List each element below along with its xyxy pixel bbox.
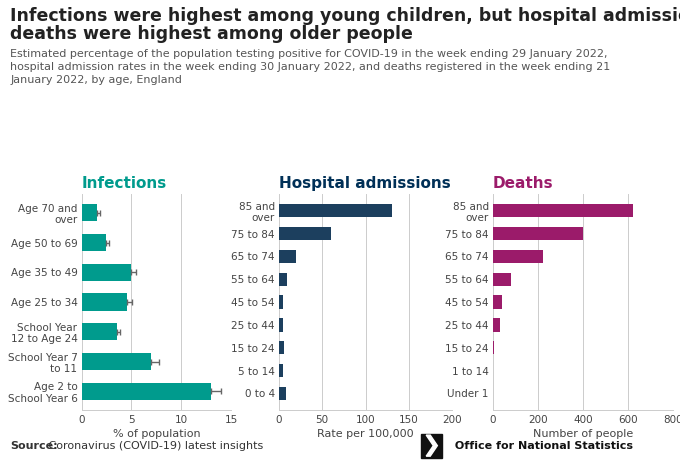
Text: deaths were highest among older people: deaths were highest among older people [10, 25, 413, 44]
Text: Infections: Infections [82, 175, 167, 190]
Bar [493, 295, 502, 309]
X-axis label: Number of people: Number of people [533, 429, 633, 439]
Bar [82, 264, 131, 281]
Text: Deaths: Deaths [493, 175, 554, 190]
Bar [493, 227, 583, 240]
Bar [279, 318, 283, 332]
Bar [493, 250, 543, 263]
X-axis label: Rate per 100,000: Rate per 100,000 [317, 429, 414, 439]
Bar [279, 273, 288, 286]
Bar [82, 353, 152, 370]
Bar [279, 250, 296, 263]
Text: Coronavirus (COVID-19) latest insights: Coronavirus (COVID-19) latest insights [45, 441, 263, 451]
Text: Office for National Statistics: Office for National Statistics [451, 441, 633, 451]
Bar [279, 295, 283, 309]
Text: Infections were highest among young children, but hospital admissions and: Infections were highest among young chil… [10, 7, 680, 25]
X-axis label: % of population: % of population [113, 429, 200, 439]
Bar [279, 364, 283, 377]
Bar [422, 433, 442, 457]
Bar [493, 273, 511, 286]
Bar [279, 204, 392, 218]
Bar [279, 341, 284, 354]
Bar [493, 204, 632, 218]
Bar [82, 294, 127, 311]
Bar [82, 323, 116, 340]
Text: Hospital admissions: Hospital admissions [279, 175, 451, 190]
Bar [493, 318, 500, 332]
Bar [279, 387, 286, 400]
Polygon shape [426, 435, 437, 456]
Bar [279, 227, 331, 240]
Bar [493, 341, 494, 354]
Bar [82, 204, 97, 221]
Bar [82, 383, 211, 400]
Text: Estimated percentage of the population testing positive for COVID-19 in the week: Estimated percentage of the population t… [10, 49, 611, 85]
Bar [82, 234, 105, 251]
Text: Source:: Source: [10, 441, 58, 451]
